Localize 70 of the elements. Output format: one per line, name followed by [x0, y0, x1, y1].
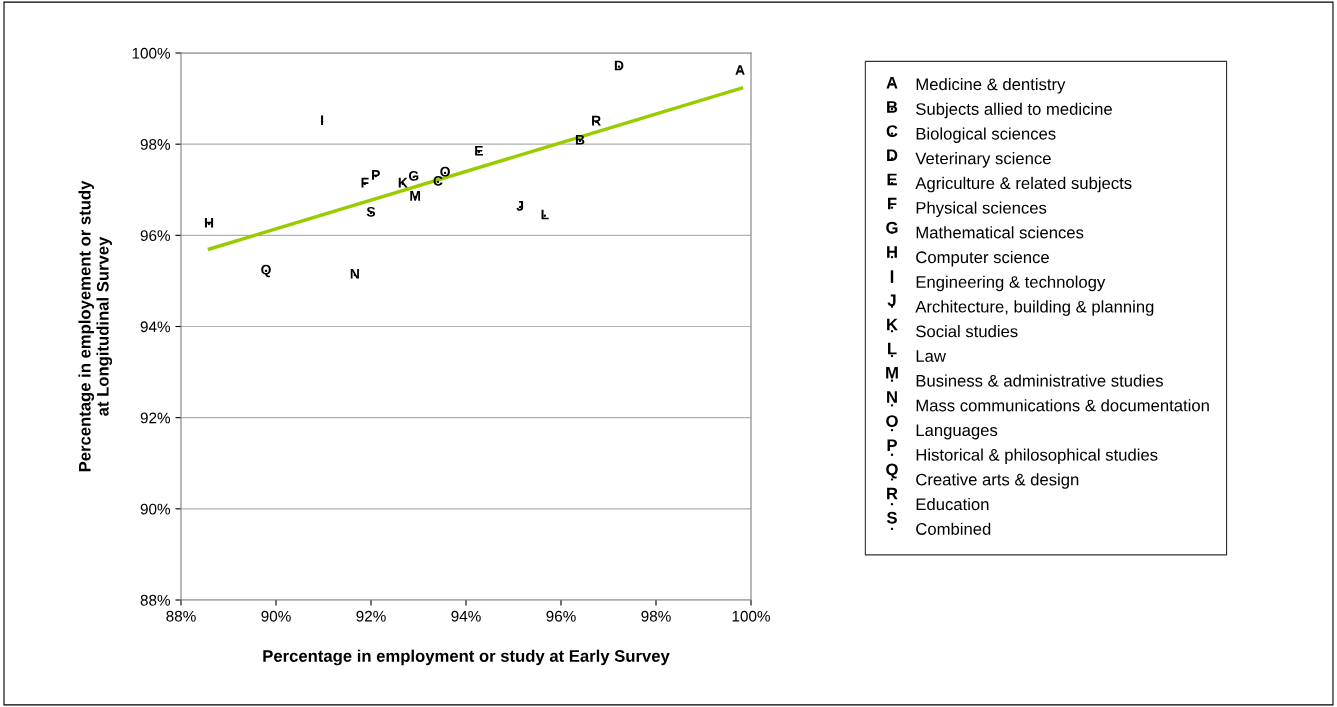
legend-label: Mass communications & documentation: [916, 399, 1209, 412]
data-label: F: [361, 177, 369, 188]
text: O: [886, 415, 898, 427]
text: C: [886, 125, 898, 137]
data-label: J: [516, 201, 524, 211]
legend-label: Education: [916, 497, 989, 511]
y-tick-label: 88%: [140, 594, 171, 606]
y-tick-label: 90%: [140, 503, 171, 515]
data-label: R: [592, 115, 601, 126]
text: M: [886, 367, 898, 379]
legend-label: Combined: [916, 522, 991, 535]
data-label: A: [735, 65, 745, 75]
x-tick-label: 92%: [356, 610, 386, 622]
data-label: O: [440, 166, 450, 177]
legend-label: Business & administrative studies: [916, 374, 1163, 387]
text: N: [887, 391, 897, 403]
text: G: [886, 221, 898, 234]
legend-label: Social studies: [916, 325, 1018, 338]
legend-label: Biological sciences: [916, 127, 1056, 143]
text: I: [890, 270, 894, 282]
data-label: K: [398, 177, 408, 188]
data-label: Q: [261, 264, 271, 278]
legend-label: Law: [916, 350, 946, 362]
text: D: [887, 149, 898, 161]
y-axis-title: Percentage in employement or study at Longitudinal Survey: [78, 180, 113, 472]
text: P: [887, 439, 897, 451]
legend-label: Veterinary science: [915, 152, 1051, 168]
text: J: [887, 294, 896, 307]
text: E: [887, 173, 897, 186]
legend-label: Physical sciences: [916, 201, 1047, 218]
data-label: L: [541, 209, 549, 220]
text: K: [887, 318, 898, 331]
x-tick-label: 96%: [546, 610, 576, 622]
legend-label: Architecture, building & planning: [915, 300, 1154, 316]
legend-label: Historical & philosophical studies: [916, 448, 1158, 465]
data-label: S: [366, 206, 376, 217]
y-tick-label: 96%: [140, 230, 171, 242]
legend-label: Computer science: [916, 250, 1049, 267]
text: A: [886, 77, 898, 89]
y-tick-label: 92%: [140, 412, 171, 424]
text: R: [887, 487, 898, 500]
text: H: [887, 246, 897, 258]
x-tick-label: 88%: [166, 610, 196, 622]
text: B: [887, 101, 898, 113]
y-tick-label: 98%: [140, 139, 171, 150]
data-label: H: [204, 217, 214, 228]
x-tick-label: 90%: [261, 610, 291, 622]
data-label: E: [475, 145, 483, 156]
legend-label: Engineering & technology: [916, 275, 1106, 292]
text: S: [886, 511, 897, 524]
text: L: [888, 342, 897, 355]
x-axis-title: Percentage in employment or study at Early Survey: [263, 649, 670, 666]
legend-label: Creative arts & design: [916, 473, 1079, 489]
data-label: M: [410, 191, 421, 201]
legend-label: Agriculture & related subjects: [915, 176, 1132, 193]
text: Q: [886, 463, 898, 479]
x-tick-label: 94%: [451, 610, 481, 622]
y-tick-label: 94%: [140, 321, 171, 333]
y-tick-label: 100%: [132, 47, 171, 59]
x-tick-label: 100%: [732, 610, 770, 622]
legend-label: Medicine & dentistry: [916, 78, 1066, 94]
legend-label: Mathematical sciences: [916, 226, 1084, 239]
data-label: P: [372, 170, 380, 180]
data-label: N: [350, 269, 359, 279]
data-label: G: [408, 170, 419, 181]
data-label: D: [614, 60, 624, 71]
text: F: [888, 197, 897, 210]
x-tick-label: 98%: [641, 610, 671, 622]
legend-label: Languages: [916, 424, 998, 440]
legend-label: Subjects allied to medicine: [916, 102, 1112, 119]
